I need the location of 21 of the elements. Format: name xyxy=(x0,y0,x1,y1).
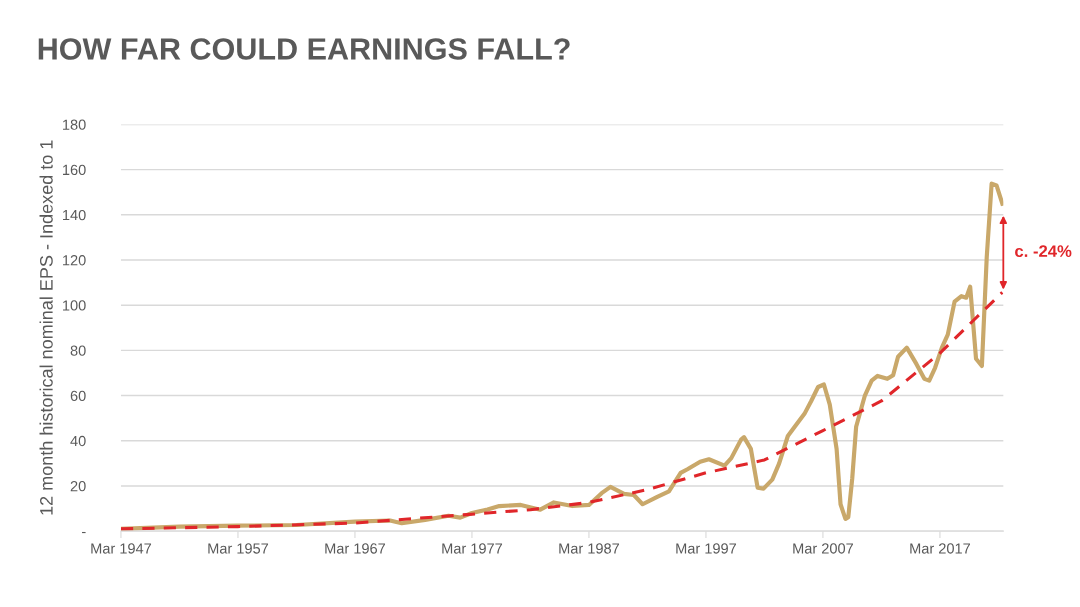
x-tick-label: Mar 1997 xyxy=(676,543,737,554)
x-tick-label: Mar 1987 xyxy=(559,543,620,554)
y-tick-label: - xyxy=(82,531,86,534)
x-tick-label: Mar 1977 xyxy=(442,543,503,554)
x-tick-label: Mar 1967 xyxy=(325,543,386,554)
y-tick-label: 80 xyxy=(70,345,86,356)
text: c. -24% xyxy=(1015,245,1072,258)
y-axis-title: 12 month historical nominal EPS - Indexed to 1 xyxy=(39,140,53,515)
y-tick-label: 140 xyxy=(63,209,86,221)
y-tick-label: 40 xyxy=(70,435,86,447)
chart-title: HOW FAR COULD EARNINGS FALL? xyxy=(38,38,570,60)
y-tick-label: 160 xyxy=(63,164,86,176)
x-tick-label: Mar 1947 xyxy=(91,543,152,554)
y-tick-label: 100 xyxy=(63,300,86,311)
y-tick-label: 180 xyxy=(63,119,86,130)
x-tick-label: Mar 1957 xyxy=(208,543,269,554)
y-tick-label: 120 xyxy=(63,255,86,266)
y-tick-label: 20 xyxy=(70,481,86,492)
x-tick-label: Mar 2017 xyxy=(910,543,971,554)
y-tick-label: 60 xyxy=(70,390,86,401)
x-tick-label: Mar 2007 xyxy=(793,543,853,554)
